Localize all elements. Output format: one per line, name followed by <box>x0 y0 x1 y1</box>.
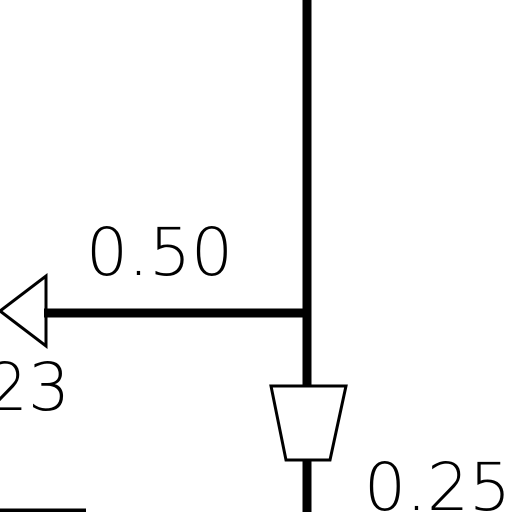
left-fragment-label: 23 <box>0 349 70 426</box>
horizontal-branch-label: 0.50 <box>86 214 233 291</box>
vertical-branch-label: 0.25 <box>364 449 511 512</box>
left-triangle-icon <box>0 272 48 350</box>
reducer-trapezoid-icon <box>269 384 348 462</box>
